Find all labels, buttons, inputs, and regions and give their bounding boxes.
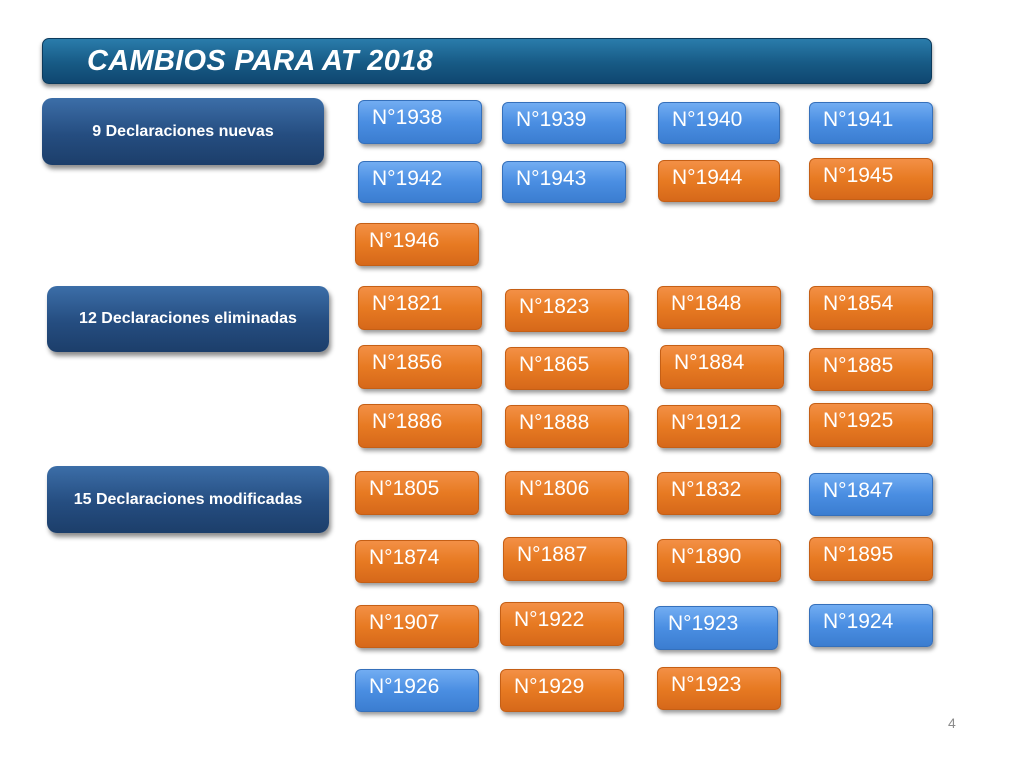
page-number: 4 <box>948 715 956 731</box>
code-box: N°1854 <box>809 286 933 330</box>
code-box: N°1895 <box>809 537 933 581</box>
code-box: N°1923 <box>657 667 781 710</box>
code-box: N°1924 <box>809 604 933 647</box>
title-bar: CAMBIOS PARA AT 2018 <box>42 38 932 84</box>
code-box: N°1888 <box>505 405 629 448</box>
category-modified: 15 Declaraciones modificadas <box>47 466 329 533</box>
code-box: N°1806 <box>505 471 629 515</box>
code-box: N°1805 <box>355 471 479 515</box>
category-removed: 12 Declaraciones eliminadas <box>47 286 329 352</box>
code-box: N°1942 <box>358 161 482 203</box>
code-box: N°1856 <box>358 345 482 389</box>
code-box: N°1926 <box>355 669 479 712</box>
code-box: N°1874 <box>355 540 479 583</box>
category-new: 9 Declaraciones nuevas <box>42 98 324 165</box>
code-box: N°1886 <box>358 404 482 448</box>
code-box: N°1887 <box>503 537 627 581</box>
code-box: N°1943 <box>502 161 626 203</box>
code-box: N°1832 <box>657 472 781 515</box>
code-box: N°1941 <box>809 102 933 144</box>
code-box: N°1922 <box>500 602 624 646</box>
slide-title: CAMBIOS PARA AT 2018 <box>87 45 433 77</box>
code-box: N°1939 <box>502 102 626 144</box>
code-box: N°1885 <box>809 348 933 391</box>
code-box: N°1929 <box>500 669 624 712</box>
code-box: N°1946 <box>355 223 479 266</box>
code-box: N°1938 <box>358 100 482 144</box>
code-box: N°1945 <box>809 158 933 200</box>
code-box: N°1940 <box>658 102 780 144</box>
code-box: N°1865 <box>505 347 629 390</box>
code-box: N°1890 <box>657 539 781 582</box>
code-box: N°1848 <box>657 286 781 329</box>
code-box: N°1944 <box>658 160 780 202</box>
code-box: N°1884 <box>660 345 784 389</box>
code-box: N°1912 <box>657 405 781 448</box>
code-box: N°1923 <box>654 606 778 650</box>
code-box: N°1823 <box>505 289 629 332</box>
code-box: N°1821 <box>358 286 482 330</box>
code-box: N°1907 <box>355 605 479 648</box>
code-box: N°1847 <box>809 473 933 516</box>
code-box: N°1925 <box>809 403 933 447</box>
